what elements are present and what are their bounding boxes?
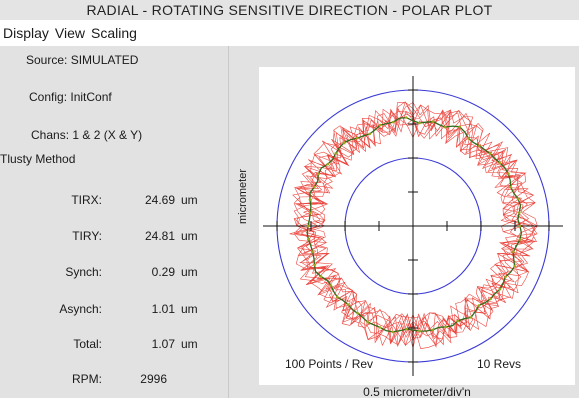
synch-label: Synch: — [65, 265, 102, 279]
mean-point — [378, 123, 382, 127]
asynch-value: 1.01 — [151, 302, 175, 316]
tiry-unit: um — [181, 229, 198, 243]
total-label: Total: — [73, 337, 102, 351]
asynch-label: Asynch: — [59, 302, 102, 316]
mean-point — [488, 152, 492, 155]
plot-panel: micrometer 100 Points / Rev 10 Revs 0.5 … — [228, 46, 579, 399]
mean-point — [404, 116, 408, 119]
mean-point — [366, 320, 369, 324]
info-panel: Source: SIMULATED Config: InitConf Chans… — [0, 46, 228, 398]
mean-point — [512, 250, 515, 254]
menu-display[interactable]: Display — [3, 25, 49, 41]
config-text: Config: InitConf — [29, 90, 112, 104]
menu-view[interactable]: View — [54, 25, 85, 41]
polar-plot-area: 100 Points / Rev 10 Revs — [259, 67, 575, 385]
mean-point — [368, 132, 371, 136]
mean-point — [509, 186, 512, 189]
window-title: RADIAL - ROTATING SENSITIVE DIRECTION - … — [0, 0, 579, 20]
asynch-unit: um — [181, 302, 198, 316]
mean-point — [308, 198, 312, 201]
mean-point — [518, 224, 522, 228]
mean-point — [326, 162, 330, 166]
mean-point — [498, 161, 502, 165]
menu-bar: Display View Scaling — [0, 20, 579, 46]
total-unit: um — [181, 337, 198, 351]
mean-point — [478, 144, 481, 148]
plot-y-label: micrometer — [237, 168, 249, 224]
mean-point — [456, 319, 459, 323]
source-text: Source: SIMULATED — [26, 53, 139, 67]
tirx-unit: um — [181, 193, 198, 207]
tiry-value: 24.81 — [144, 229, 175, 243]
mean-point — [443, 125, 447, 129]
mean-point — [391, 330, 395, 334]
plot-x-label: 0.5 micrometer/div'n — [363, 385, 471, 399]
polar-plot — [263, 76, 563, 376]
mean-point — [518, 211, 521, 214]
revs-label: 10 Revs — [477, 357, 522, 371]
mean-point — [444, 325, 448, 329]
mean-point — [378, 326, 382, 329]
mean-point — [467, 137, 470, 140]
menu-scaling[interactable]: Scaling — [91, 25, 137, 41]
mean-point — [329, 284, 333, 287]
mean-point — [477, 304, 481, 307]
tiry-label: TIRY: — [72, 229, 102, 243]
mean-point — [355, 136, 359, 140]
mean-point — [313, 185, 316, 189]
mean-point — [507, 172, 510, 175]
mean-point — [313, 263, 316, 267]
mean-point — [311, 250, 314, 254]
mean-point — [309, 211, 312, 215]
mean-point — [418, 329, 421, 333]
mean-point — [317, 172, 320, 176]
tirx-value: 24.69 — [144, 193, 175, 207]
total-value: 1.07 — [151, 337, 175, 351]
mean-point — [516, 197, 520, 201]
mean-point — [319, 275, 323, 278]
mean-point — [342, 141, 346, 144]
mean-point — [513, 264, 516, 268]
mean-point — [418, 121, 421, 125]
rpm-value: 2996 — [140, 372, 167, 386]
rpm-label: RPM: — [72, 372, 102, 386]
mean-point — [356, 312, 359, 315]
mean-point — [336, 295, 339, 299]
mean-point — [518, 238, 522, 241]
mean-point — [498, 287, 502, 291]
mean-point — [405, 327, 408, 331]
mean-point — [431, 120, 435, 123]
mean-point — [489, 297, 492, 301]
mean-point — [504, 275, 507, 279]
method-text: Tlusty Method — [0, 152, 76, 166]
mean-point — [307, 237, 310, 241]
mean-point — [469, 316, 473, 319]
mean-point — [431, 328, 435, 332]
mean-point — [391, 120, 395, 124]
synch-unit: um — [181, 265, 198, 279]
tirx-label: TIRX: — [71, 193, 102, 207]
mean-point — [346, 303, 350, 306]
mean-point — [334, 152, 337, 155]
mean-point — [306, 224, 310, 228]
points-per-rev-label: 100 Points / Rev — [285, 357, 374, 371]
mean-point — [458, 125, 461, 129]
synch-value: 0.29 — [151, 265, 175, 279]
chans-text: Chans: 1 & 2 (X & Y) — [31, 128, 143, 142]
